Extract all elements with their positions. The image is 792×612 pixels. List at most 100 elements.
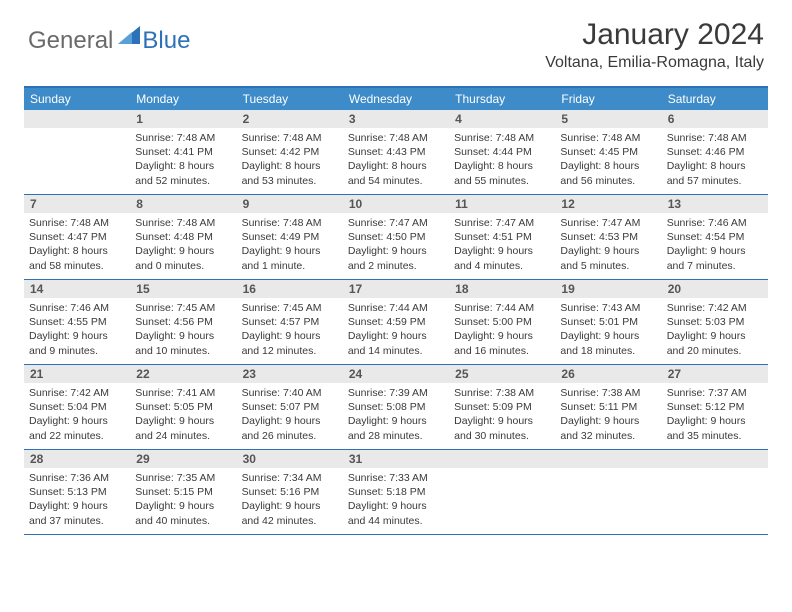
daylight-line: Daylight: 9 hours and 5 minutes. bbox=[560, 244, 656, 272]
sunset-line: Sunset: 4:48 PM bbox=[135, 230, 231, 244]
sunrise-line: Sunrise: 7:45 AM bbox=[135, 301, 231, 315]
weekday-header: Saturday bbox=[662, 88, 768, 110]
day-number: 22 bbox=[130, 365, 236, 383]
day-cell: 2Sunrise: 7:48 AMSunset: 4:42 PMDaylight… bbox=[237, 110, 343, 194]
daylight-line: Daylight: 9 hours and 22 minutes. bbox=[29, 414, 125, 442]
day-cell: 20Sunrise: 7:42 AMSunset: 5:03 PMDayligh… bbox=[662, 280, 768, 364]
day-content: Sunrise: 7:44 AMSunset: 4:59 PMDaylight:… bbox=[343, 298, 449, 361]
day-content: Sunrise: 7:42 AMSunset: 5:03 PMDaylight:… bbox=[662, 298, 768, 361]
sunrise-line: Sunrise: 7:42 AM bbox=[29, 386, 125, 400]
day-number: 31 bbox=[343, 450, 449, 468]
sunrise-line: Sunrise: 7:48 AM bbox=[135, 216, 231, 230]
day-cell: 10Sunrise: 7:47 AMSunset: 4:50 PMDayligh… bbox=[343, 195, 449, 279]
day-content: Sunrise: 7:37 AMSunset: 5:12 PMDaylight:… bbox=[662, 383, 768, 446]
week-row: 1Sunrise: 7:48 AMSunset: 4:41 PMDaylight… bbox=[24, 110, 768, 195]
daylight-line: Daylight: 8 hours and 56 minutes. bbox=[560, 159, 656, 187]
daylight-line: Daylight: 9 hours and 18 minutes. bbox=[560, 329, 656, 357]
day-cell: 7Sunrise: 7:48 AMSunset: 4:47 PMDaylight… bbox=[24, 195, 130, 279]
sunrise-line: Sunrise: 7:48 AM bbox=[135, 131, 231, 145]
week-row: 28Sunrise: 7:36 AMSunset: 5:13 PMDayligh… bbox=[24, 450, 768, 535]
sunrise-line: Sunrise: 7:40 AM bbox=[242, 386, 338, 400]
sunset-line: Sunset: 5:16 PM bbox=[242, 485, 338, 499]
day-cell: 15Sunrise: 7:45 AMSunset: 4:56 PMDayligh… bbox=[130, 280, 236, 364]
sunrise-line: Sunrise: 7:48 AM bbox=[560, 131, 656, 145]
sunrise-line: Sunrise: 7:48 AM bbox=[242, 131, 338, 145]
day-number: 30 bbox=[237, 450, 343, 468]
day-number: 25 bbox=[449, 365, 555, 383]
daylight-line: Daylight: 9 hours and 10 minutes. bbox=[135, 329, 231, 357]
day-number: 18 bbox=[449, 280, 555, 298]
day-cell: 28Sunrise: 7:36 AMSunset: 5:13 PMDayligh… bbox=[24, 450, 130, 534]
sunset-line: Sunset: 5:13 PM bbox=[29, 485, 125, 499]
day-number: 12 bbox=[555, 195, 661, 213]
logo-text-blue: Blue bbox=[142, 27, 190, 55]
daylight-line: Daylight: 9 hours and 4 minutes. bbox=[454, 244, 550, 272]
day-number: 8 bbox=[130, 195, 236, 213]
day-number: 10 bbox=[343, 195, 449, 213]
sunset-line: Sunset: 5:07 PM bbox=[242, 400, 338, 414]
empty-day-header bbox=[662, 450, 768, 468]
day-content: Sunrise: 7:34 AMSunset: 5:16 PMDaylight:… bbox=[237, 468, 343, 531]
sunrise-line: Sunrise: 7:43 AM bbox=[560, 301, 656, 315]
sunset-line: Sunset: 5:01 PM bbox=[560, 315, 656, 329]
daylight-line: Daylight: 9 hours and 7 minutes. bbox=[667, 244, 763, 272]
daylight-line: Daylight: 8 hours and 55 minutes. bbox=[454, 159, 550, 187]
day-content: Sunrise: 7:47 AMSunset: 4:53 PMDaylight:… bbox=[555, 213, 661, 276]
day-cell: 3Sunrise: 7:48 AMSunset: 4:43 PMDaylight… bbox=[343, 110, 449, 194]
day-cell: 29Sunrise: 7:35 AMSunset: 5:15 PMDayligh… bbox=[130, 450, 236, 534]
sunrise-line: Sunrise: 7:42 AM bbox=[667, 301, 763, 315]
sunrise-line: Sunrise: 7:37 AM bbox=[667, 386, 763, 400]
day-number: 7 bbox=[24, 195, 130, 213]
sunset-line: Sunset: 4:45 PM bbox=[560, 145, 656, 159]
weekday-header: Thursday bbox=[449, 88, 555, 110]
day-cell: 21Sunrise: 7:42 AMSunset: 5:04 PMDayligh… bbox=[24, 365, 130, 449]
title-block: January 2024 Voltana, Emilia-Romagna, It… bbox=[545, 18, 764, 72]
sunrise-line: Sunrise: 7:48 AM bbox=[29, 216, 125, 230]
day-number: 20 bbox=[662, 280, 768, 298]
sunrise-line: Sunrise: 7:35 AM bbox=[135, 471, 231, 485]
day-content: Sunrise: 7:45 AMSunset: 4:57 PMDaylight:… bbox=[237, 298, 343, 361]
day-cell: 23Sunrise: 7:40 AMSunset: 5:07 PMDayligh… bbox=[237, 365, 343, 449]
sunrise-line: Sunrise: 7:46 AM bbox=[29, 301, 125, 315]
day-cell: 16Sunrise: 7:45 AMSunset: 4:57 PMDayligh… bbox=[237, 280, 343, 364]
weekday-header: Sunday bbox=[24, 88, 130, 110]
sunrise-line: Sunrise: 7:48 AM bbox=[454, 131, 550, 145]
sunset-line: Sunset: 4:41 PM bbox=[135, 145, 231, 159]
sunrise-line: Sunrise: 7:36 AM bbox=[29, 471, 125, 485]
sunset-line: Sunset: 4:55 PM bbox=[29, 315, 125, 329]
daylight-line: Daylight: 8 hours and 58 minutes. bbox=[29, 244, 125, 272]
day-cell bbox=[555, 450, 661, 534]
weekday-header: Wednesday bbox=[343, 88, 449, 110]
day-content: Sunrise: 7:47 AMSunset: 4:50 PMDaylight:… bbox=[343, 213, 449, 276]
sunrise-line: Sunrise: 7:33 AM bbox=[348, 471, 444, 485]
sunset-line: Sunset: 4:42 PM bbox=[242, 145, 338, 159]
day-number: 3 bbox=[343, 110, 449, 128]
sunset-line: Sunset: 4:53 PM bbox=[560, 230, 656, 244]
day-content: Sunrise: 7:48 AMSunset: 4:49 PMDaylight:… bbox=[237, 213, 343, 276]
sunrise-line: Sunrise: 7:47 AM bbox=[560, 216, 656, 230]
daylight-line: Daylight: 9 hours and 24 minutes. bbox=[135, 414, 231, 442]
daylight-line: Daylight: 9 hours and 30 minutes. bbox=[454, 414, 550, 442]
logo: General Blue bbox=[28, 18, 190, 55]
daylight-line: Daylight: 9 hours and 37 minutes. bbox=[29, 499, 125, 527]
day-content: Sunrise: 7:48 AMSunset: 4:47 PMDaylight:… bbox=[24, 213, 130, 276]
day-number: 16 bbox=[237, 280, 343, 298]
day-cell: 8Sunrise: 7:48 AMSunset: 4:48 PMDaylight… bbox=[130, 195, 236, 279]
day-number: 5 bbox=[555, 110, 661, 128]
sunrise-line: Sunrise: 7:48 AM bbox=[242, 216, 338, 230]
day-cell: 12Sunrise: 7:47 AMSunset: 4:53 PMDayligh… bbox=[555, 195, 661, 279]
day-cell: 27Sunrise: 7:37 AMSunset: 5:12 PMDayligh… bbox=[662, 365, 768, 449]
day-cell: 13Sunrise: 7:46 AMSunset: 4:54 PMDayligh… bbox=[662, 195, 768, 279]
day-number: 15 bbox=[130, 280, 236, 298]
sunrise-line: Sunrise: 7:47 AM bbox=[348, 216, 444, 230]
sunset-line: Sunset: 4:57 PM bbox=[242, 315, 338, 329]
week-row: 14Sunrise: 7:46 AMSunset: 4:55 PMDayligh… bbox=[24, 280, 768, 365]
calendar: SundayMondayTuesdayWednesdayThursdayFrid… bbox=[24, 86, 768, 535]
logo-text-general: General bbox=[28, 27, 113, 55]
day-cell: 4Sunrise: 7:48 AMSunset: 4:44 PMDaylight… bbox=[449, 110, 555, 194]
sunset-line: Sunset: 4:49 PM bbox=[242, 230, 338, 244]
logo-sail-icon bbox=[118, 26, 140, 49]
day-number: 27 bbox=[662, 365, 768, 383]
day-number: 4 bbox=[449, 110, 555, 128]
daylight-line: Daylight: 9 hours and 32 minutes. bbox=[560, 414, 656, 442]
